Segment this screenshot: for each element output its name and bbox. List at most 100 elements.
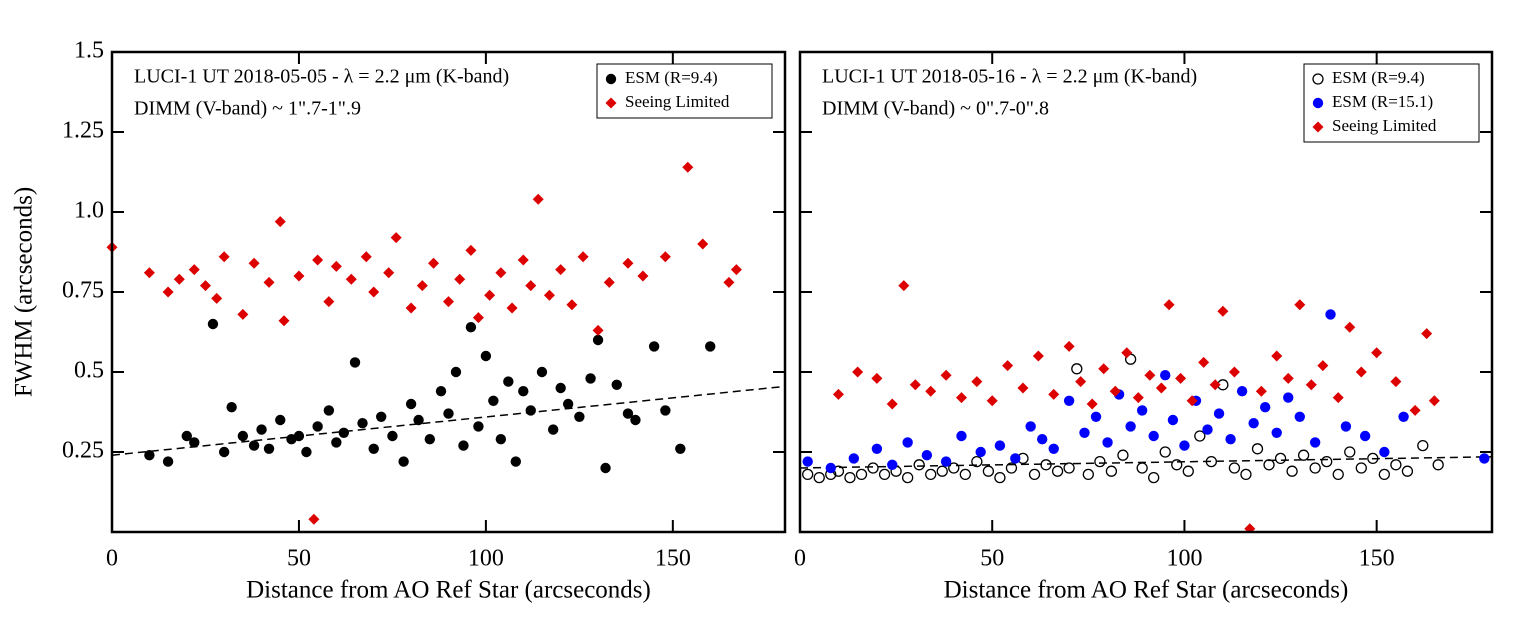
open-circle-point bbox=[1159, 446, 1171, 458]
diamond-point bbox=[1048, 388, 1060, 400]
circle-point bbox=[510, 456, 521, 467]
diamond-point bbox=[368, 286, 380, 298]
diamond-point bbox=[940, 369, 952, 381]
circle-point bbox=[263, 443, 275, 454]
fit-line bbox=[799, 456, 1493, 469]
diamond-point bbox=[1421, 328, 1433, 340]
circle-point bbox=[458, 440, 469, 451]
diamond-point bbox=[517, 254, 529, 266]
diamond-point bbox=[1255, 385, 1267, 397]
open-circle-point bbox=[1367, 452, 1379, 465]
diamond-point bbox=[199, 280, 211, 292]
diamond-point bbox=[1271, 350, 1283, 362]
open-circle-point bbox=[1274, 452, 1287, 465]
open-circle-point bbox=[1117, 449, 1129, 461]
circle-point bbox=[480, 350, 492, 362]
diamond-point bbox=[1217, 305, 1229, 317]
diamond-point bbox=[971, 376, 983, 388]
open-circle-point bbox=[802, 468, 814, 481]
circle-point bbox=[1340, 421, 1352, 432]
y-tick-label: 0.5 bbox=[74, 358, 104, 384]
diamond-point bbox=[1032, 350, 1044, 362]
circle-point bbox=[592, 334, 604, 346]
open-circle-point bbox=[1205, 455, 1218, 468]
circle-point bbox=[443, 408, 454, 419]
circle-point bbox=[312, 421, 323, 432]
open-circle-point bbox=[1028, 468, 1041, 481]
diamond-point bbox=[472, 312, 484, 324]
open-circle-point bbox=[844, 471, 856, 484]
circle-point bbox=[488, 395, 499, 406]
circle-point bbox=[1271, 427, 1282, 438]
open-circle-point bbox=[1332, 468, 1344, 481]
diamond-point bbox=[525, 280, 537, 292]
open-circle-point bbox=[1136, 462, 1148, 474]
circle-point bbox=[1312, 97, 1324, 109]
y-axis-label: FWHM (arcseconds) bbox=[11, 187, 38, 397]
circle-point bbox=[450, 366, 462, 378]
circle-point bbox=[975, 446, 986, 458]
open-circle-point bbox=[971, 455, 983, 468]
diamond-point bbox=[312, 254, 324, 266]
open-circle-point bbox=[1194, 430, 1206, 442]
circle-point bbox=[825, 462, 836, 474]
circle-point bbox=[1325, 309, 1336, 320]
open-circle-point bbox=[1378, 468, 1391, 481]
annotation: LUCI-1 UT 2018-05-16 - λ = 2.2 μm (K-ban… bbox=[822, 66, 1197, 88]
legend-box bbox=[1303, 63, 1480, 143]
open-circle-point bbox=[994, 471, 1006, 484]
circle-point bbox=[518, 386, 529, 397]
open-circle-point bbox=[1040, 459, 1052, 471]
x-tick-label: 100 bbox=[1166, 546, 1202, 572]
circle-point bbox=[1025, 421, 1036, 432]
diamond-point bbox=[428, 257, 440, 269]
circle-point bbox=[1359, 430, 1371, 442]
diamond-point bbox=[308, 513, 320, 525]
circle-point bbox=[921, 450, 933, 461]
open-circle-point bbox=[1063, 462, 1075, 474]
open-circle-point bbox=[936, 465, 948, 477]
open-circle-point bbox=[878, 468, 891, 481]
circle-point bbox=[1063, 395, 1075, 406]
circle-point bbox=[555, 382, 566, 394]
open-circle-point bbox=[901, 471, 914, 484]
diamond-point bbox=[886, 398, 898, 410]
open-circle-point bbox=[1263, 459, 1275, 471]
circle-point bbox=[871, 443, 883, 454]
legend-label: Seeing Limited bbox=[625, 92, 730, 111]
diamond-point bbox=[1305, 379, 1317, 391]
circle-point bbox=[940, 456, 952, 467]
open-circle-point bbox=[1344, 446, 1356, 458]
circle-point bbox=[181, 430, 192, 442]
circle-point bbox=[1379, 446, 1390, 458]
circle-point bbox=[1248, 418, 1259, 429]
diamond-point bbox=[1428, 395, 1440, 407]
diamond-point bbox=[274, 216, 286, 228]
diamond-point bbox=[1355, 366, 1367, 378]
open-circle-point bbox=[1401, 465, 1414, 477]
circle-point bbox=[424, 434, 436, 445]
circle-point bbox=[368, 443, 379, 454]
diamond-point bbox=[1132, 392, 1144, 404]
open-circle-point bbox=[855, 468, 868, 481]
circle-point bbox=[648, 341, 660, 352]
open-circle-point bbox=[1432, 459, 1444, 471]
x-tick-label: 50 bbox=[980, 546, 1004, 572]
circle-point bbox=[338, 427, 350, 438]
diamond-point bbox=[465, 244, 477, 256]
diamond-point bbox=[909, 379, 921, 391]
diamond-point bbox=[637, 270, 649, 282]
circle-point bbox=[387, 430, 398, 442]
circle-point bbox=[574, 411, 585, 422]
diamond-point bbox=[955, 392, 967, 404]
diamond-point bbox=[383, 267, 395, 279]
circle-point bbox=[1202, 424, 1213, 435]
circle-point bbox=[887, 459, 898, 470]
circle-point bbox=[413, 414, 424, 426]
diamond-point bbox=[566, 299, 578, 311]
circle-point bbox=[630, 414, 641, 426]
diamond-point bbox=[263, 276, 275, 288]
open-circle-point bbox=[867, 462, 879, 474]
diamond-point bbox=[248, 257, 260, 269]
circle-point bbox=[1225, 434, 1236, 445]
